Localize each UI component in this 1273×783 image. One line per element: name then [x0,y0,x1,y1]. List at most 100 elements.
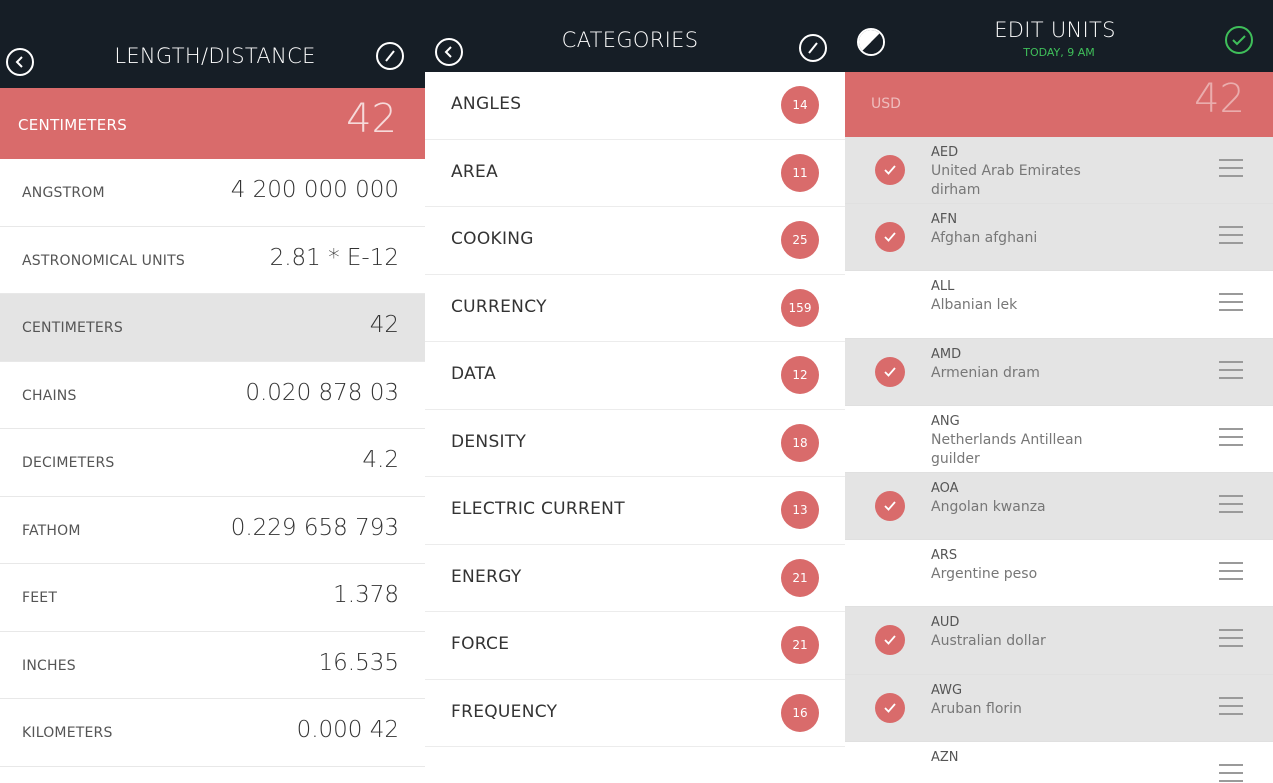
unit-value: 1.378 [333,582,399,608]
selected-unit-value: 42 [346,96,397,142]
drag-handle-icon[interactable] [1219,562,1243,581]
confirm-button[interactable] [1225,26,1253,54]
category-name: AREA [451,161,499,182]
unit-value: 42 [369,312,399,338]
currency-code: AED [931,145,959,160]
unit-row[interactable]: AZN [845,741,1273,783]
category-count-badge: 14 [781,86,819,124]
unit-name: FEET [22,590,58,606]
unit-selected-checkbox[interactable] [875,692,905,723]
unit-name: ASTRONOMICAL UNITS [22,252,185,269]
page-title: EDIT UNITS [994,18,1116,42]
category-name: FORCE [451,634,510,654]
unit-value: 0.020 878 03 [245,379,399,406]
unit-row[interactable]: ANG Netherlands Antillean guilder [845,405,1273,473]
category-row[interactable]: ANGLES 14 [425,72,845,140]
drag-handle-icon[interactable] [1219,427,1243,446]
selected-unit-name: CENTIMETERS [18,116,128,134]
unit-value: 4 200 000 000 [230,177,399,203]
unit-row[interactable]: ALL Albanian lek [845,271,1273,339]
unit-selected-checkbox[interactable] [875,625,905,656]
conversion-row[interactable]: CENTIMETERS 42 [0,294,425,362]
drag-handle-icon[interactable] [1219,360,1243,379]
category-count-badge: 159 [781,288,819,327]
unit-selected-checkbox[interactable] [875,155,905,185]
theme-toggle-button[interactable] [857,28,885,56]
edit-units-header: EDIT UNITS TODAY, 9 AM [845,0,1273,80]
currency-name: Argentine peso [931,566,1038,583]
pencil-icon [385,50,395,62]
category-row[interactable]: ELECTRIC CURRENT 13 [425,477,845,545]
currency-code: ANG [931,413,960,429]
unit-value: 2.81 * E-12 [269,244,399,271]
conversion-row[interactable]: DECIMETERS 4.2 [0,429,425,497]
unit-name: DECIMETERS [22,455,115,471]
unit-row[interactable]: AED United Arab Emirates dirham [845,137,1273,205]
currency-code: AOA [931,480,959,496]
category-count-badge: 21 [781,558,819,597]
unit-name: CENTIMETERS [22,320,123,336]
currency-name: Albanian lek [931,297,1018,314]
category-name: ELECTRIC CURRENT [451,499,625,519]
edit-button[interactable] [376,42,404,70]
category-row[interactable]: CURRENCY 159 [425,274,845,342]
unit-selected-checkbox[interactable] [875,222,905,253]
drag-handle-icon[interactable] [1219,763,1243,782]
base-currency-value: 42 [1194,76,1245,122]
unit-list: AED United Arab Emirates dirham AFN Afghan … [845,137,1273,783]
conversion-row[interactable]: ANGSTROM 4 200 000 000 [0,159,425,227]
unit-row[interactable]: AFN Afghan afghani [845,204,1273,272]
drag-handle-icon[interactable] [1219,159,1243,177]
base-currency-input[interactable]: USD 42 [845,72,1273,137]
unit-row[interactable]: AMD Armenian dram [845,338,1273,406]
conversion-row[interactable]: CHAINS 0.020 878 03 [0,361,425,429]
category-count-badge: 21 [781,626,819,664]
category-row[interactable]: COOKING 25 [425,207,845,275]
drag-handle-icon[interactable] [1219,494,1243,513]
checkmark-icon [884,165,896,175]
conversion-row[interactable]: FATHOM 0.229 658 793 [0,496,425,564]
unit-value: 0.229 658 793 [230,514,399,541]
category-row[interactable]: DENSITY 18 [425,409,845,477]
category-count-badge: 25 [781,221,819,259]
category-name: ANGLES [451,94,522,114]
unit-name: FATHOM [22,522,81,539]
unit-row[interactable]: ARS Argentine peso [845,540,1273,608]
conversion-row[interactable]: FEET 1.378 [0,564,425,632]
edit-button[interactable] [799,34,827,62]
drag-handle-icon[interactable] [1219,293,1243,312]
conversion-row[interactable]: KILOMETERS 0.000 42 [0,699,425,767]
category-row[interactable]: AREA 11 [425,139,845,207]
unit-selected-checkbox[interactable] [875,356,905,387]
category-row[interactable]: ENERGY 21 [425,544,845,612]
unit-selected-checkbox[interactable] [875,490,905,521]
chevron-left-icon [444,46,452,58]
pencil-icon [808,42,818,54]
unit-row[interactable]: AUD Australian dollar [845,607,1273,675]
category-name: FREQUENCY [451,701,558,722]
currency-name: Armenian dram [931,364,1040,381]
drag-handle-icon[interactable] [1219,226,1243,245]
drag-handle-icon[interactable] [1219,696,1243,715]
category-row[interactable]: DATA 12 [425,342,845,410]
category-row[interactable]: FREQUENCY 16 [425,679,845,747]
currency-code: ARS [931,548,958,564]
checkmark-icon [1232,35,1246,46]
category-name: CURRENCY [451,296,547,317]
conversion-list: ANGSTROM 4 200 000 000 ASTRONOMICAL UNITS 2… [0,159,425,767]
conversion-row[interactable]: INCHES 16.535 [0,631,425,699]
back-button[interactable] [6,48,34,76]
currency-name: Australian dollar [931,633,1046,650]
category-name: COOKING [451,229,534,249]
category-count-badge: 11 [781,153,819,192]
unit-row[interactable]: AWG Aruban florin [845,674,1273,742]
unit-row[interactable]: AOA Angolan kwanza [845,472,1273,541]
category-row[interactable]: FORCE 21 [425,612,845,680]
base-currency-code: USD [871,96,901,112]
drag-handle-icon[interactable] [1219,629,1243,648]
back-button[interactable] [435,38,463,66]
unit-name: ANGSTROM [22,185,105,201]
selected-unit-input[interactable]: CENTIMETERS 42 [0,88,425,159]
conversion-row[interactable]: ASTRONOMICAL UNITS 2.81 * E-12 [0,226,425,294]
